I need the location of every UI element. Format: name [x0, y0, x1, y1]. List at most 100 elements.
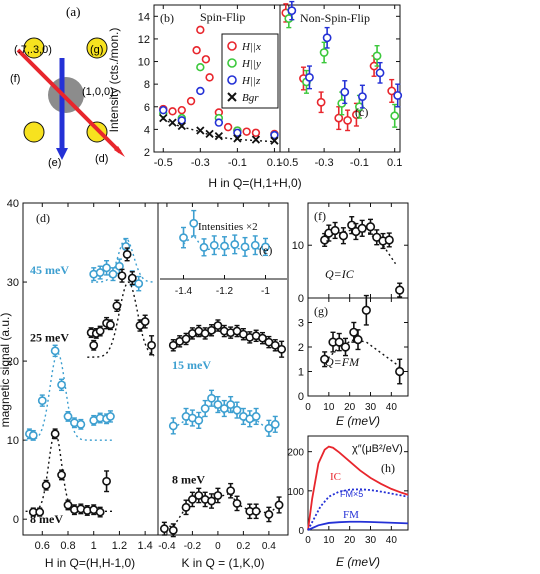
legend-marker-bgr	[227, 92, 237, 102]
g-ytick-label: 3	[298, 318, 304, 330]
panel-d-fit-15meV	[25, 352, 113, 441]
panel-g-xtick-label: 10	[323, 402, 335, 413]
inset-point	[261, 242, 270, 252]
point-label-100: (1,0,0)	[82, 86, 114, 98]
panel-d-point	[28, 430, 38, 440]
panel-f-point	[395, 285, 405, 295]
panel-e-label: (e)	[259, 243, 272, 257]
panel-g-xtick-label: 40	[386, 402, 398, 413]
panel-b-point-red	[223, 122, 233, 132]
panel-d-xlabel: H in Q=(H,H-1,0)	[45, 556, 135, 570]
d-ytick-label: 40	[7, 198, 19, 210]
panel-e-point	[232, 405, 242, 415]
panel-e-point	[270, 340, 280, 350]
panel-f-annotation: Q=IC	[325, 267, 355, 281]
panel-d-point	[115, 261, 124, 271]
panel-d-point	[140, 317, 150, 326]
panel-e-energy-label: 8 meV	[172, 473, 205, 487]
inset-point	[240, 242, 250, 252]
panel-e-point	[213, 321, 223, 330]
panel-d-energy-label: 45 meV	[30, 263, 69, 277]
d-xtick-label: 1.4	[137, 540, 152, 552]
panel-h-curve-label: FM×5	[340, 489, 363, 499]
panel-h-frame	[307, 435, 409, 531]
panel-g-point	[334, 337, 344, 347]
panel-g-point	[340, 342, 351, 352]
b-ytick-label: 10	[138, 57, 150, 69]
panel-g-point	[395, 366, 405, 377]
b-xtick-label: -0.5	[154, 157, 173, 169]
panel-b-point-bgr	[214, 132, 223, 141]
panel-e-point	[264, 510, 274, 519]
panel-d-point	[57, 470, 66, 480]
panel-b-point-bgr	[205, 129, 214, 139]
legend-marker-red	[227, 41, 237, 51]
b-ytick-label: 6	[144, 102, 150, 114]
c-xtick-label: -0.5	[279, 157, 298, 169]
panel-d-point	[37, 396, 47, 406]
panel-b-point-blue	[159, 105, 168, 115]
panel-d-point	[63, 500, 73, 510]
panel-b-point-blue	[270, 130, 279, 140]
d-xtick-label: 1.2	[112, 540, 127, 552]
panel-d-energy-label: 8 meV	[30, 512, 63, 526]
panel-d-energy-label: 25 meV	[30, 330, 69, 344]
d-xtick-label: 0.8	[60, 540, 75, 552]
panel-e-point	[159, 524, 169, 534]
h-ytick-label: 100	[287, 487, 304, 498]
panel-e-point	[251, 412, 261, 421]
panel-h-xtick-label: 40	[386, 535, 398, 546]
panel-b-point-red	[192, 46, 201, 55]
point-center	[48, 77, 84, 113]
panel-g-label: (g)	[314, 304, 328, 318]
panel-c-point-blue	[358, 92, 367, 101]
panel-f-label: (f)	[314, 209, 326, 223]
b-ytick-label: 2	[144, 147, 150, 159]
panel-c-point-blue	[393, 91, 403, 100]
panel-b-point-red	[186, 96, 196, 106]
panel-e-energy-label: 15 meV	[172, 358, 211, 372]
panel-g-point	[361, 305, 371, 315]
panel-h-curve-label: FM	[343, 509, 359, 521]
panel-f-point	[338, 231, 349, 241]
panel-d-point	[122, 249, 132, 259]
panel-b-point-red	[201, 55, 211, 64]
panel-h-label: (h)	[381, 461, 395, 475]
panel-d-point	[147, 340, 156, 350]
panel-d-point	[50, 346, 60, 356]
panel-c-point-blue	[305, 72, 314, 82]
e-xtick-label: 0.2	[236, 541, 250, 552]
panel-c-point-green	[319, 48, 329, 57]
panel-h-xtick-label: 20	[344, 535, 356, 546]
panel-e-point	[207, 325, 216, 335]
panel-h-curve-label: IC	[330, 471, 341, 483]
e-xtick-label: -0.2	[184, 541, 202, 552]
g-ytick-label: 1	[298, 367, 304, 379]
b-ytick-label: 14	[138, 11, 150, 23]
point-label-g: (g)	[90, 44, 103, 56]
panel-b-point-bgr	[177, 121, 186, 131]
panel-b-point-blue	[196, 86, 205, 96]
panel-h-xlabel: E (meV)	[336, 555, 380, 569]
panel-d-point	[41, 480, 51, 490]
b-xtick-label: -0.3	[191, 157, 210, 169]
b-ytick-label: 8	[144, 79, 150, 91]
panel-c-point-blue	[322, 33, 332, 43]
panel-b-point-bgr	[251, 135, 261, 144]
panel-b-point-blue	[214, 118, 224, 127]
panel-e-frame	[157, 202, 289, 536]
panel-d-fit-45meV	[91, 237, 155, 283]
f-ytick-label: 10	[292, 240, 304, 252]
cut-label-f: (f)	[10, 73, 20, 85]
blue-arrow-head	[56, 148, 68, 160]
panel-b-point-red	[196, 25, 205, 35]
point-top-left	[23, 37, 45, 59]
panel-c-point-blue	[287, 6, 297, 16]
inset-xtick-label: -1.2	[216, 286, 234, 297]
d-xtick-label: 0.6	[35, 540, 50, 552]
point-bottom-right	[86, 121, 108, 143]
panel-e-point	[168, 421, 178, 431]
panel-e-point	[258, 333, 267, 343]
b-ytick-label: 4	[144, 124, 150, 136]
